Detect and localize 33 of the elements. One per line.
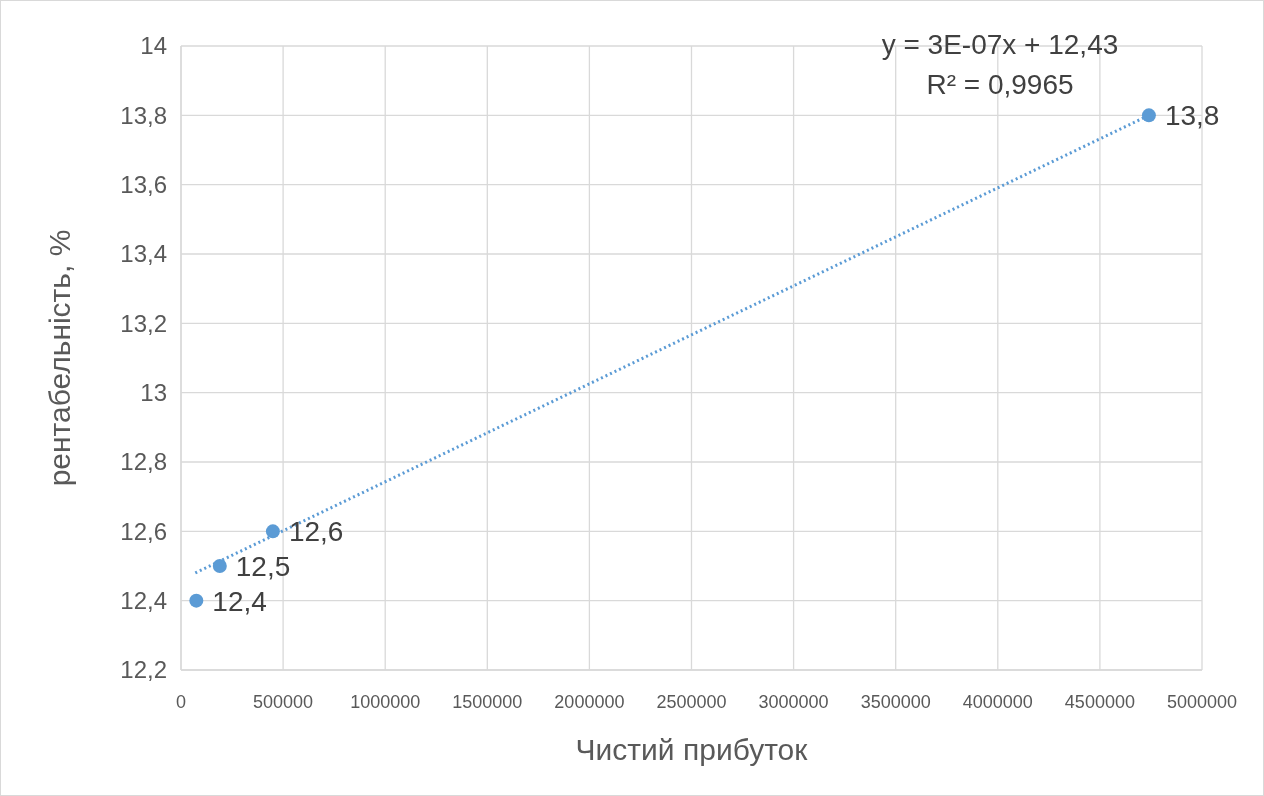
y-tick-label: 13,2: [120, 309, 167, 337]
annotation: y = 3E-07x + 12,43: [881, 29, 1119, 60]
x-tick-label: 4500000: [1064, 692, 1135, 712]
y-tick-label: 14: [140, 32, 167, 60]
y-tick-label: 13,6: [120, 171, 167, 199]
y-tick-label: 13,8: [120, 101, 167, 129]
point: [265, 524, 280, 539]
x-tick-label: 3500000: [860, 692, 931, 712]
data-label: 13,8: [1164, 100, 1220, 132]
y-axis-title: рентабельність, %: [43, 229, 76, 487]
point: [212, 559, 227, 573]
y-tick-label: 12,4: [120, 587, 167, 615]
y-tick-label: 12,8: [120, 448, 167, 476]
x-tick-label: 1500000: [452, 692, 523, 712]
data-label: 12,4: [212, 585, 267, 617]
data-label: 12,5: [235, 551, 291, 582]
x-tick-label: 2000000: [554, 692, 625, 712]
x-tick-label: 3000000: [758, 692, 829, 712]
annotation: R² = 0,9965: [926, 69, 1074, 100]
x-tick-label: 2500000: [656, 692, 727, 712]
x-tick-label: 0: [175, 692, 187, 712]
x-tick-label: 4000000: [962, 692, 1033, 712]
point: [1141, 108, 1156, 123]
y-tick-label: 13: [140, 379, 167, 407]
y-tick-label: 13,4: [120, 240, 167, 268]
data-label: 12,6: [288, 516, 344, 548]
x-tick-label: 1000000: [350, 692, 421, 712]
x-tick-label: 500000: [253, 692, 314, 712]
point: [189, 593, 204, 608]
y-tick-label: 12,6: [120, 517, 167, 545]
y-tick-label: 12,2: [120, 656, 167, 684]
x-axis-title: Чистий прибуток: [575, 733, 809, 766]
x-tick-label: 5000000: [1166, 692, 1238, 712]
